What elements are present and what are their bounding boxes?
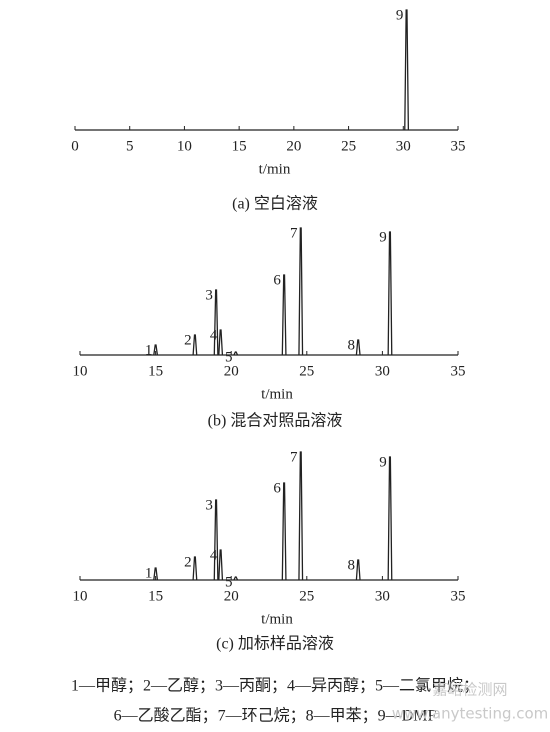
x-tick-label: 30 xyxy=(375,363,390,379)
x-axis-label: t/min xyxy=(261,611,293,627)
x-tick-label: 15 xyxy=(232,138,247,154)
caption: (a) 空白溶液 xyxy=(232,195,318,213)
peak xyxy=(192,334,198,356)
peak-label: 1 xyxy=(145,565,153,581)
peak-label: 5 xyxy=(225,574,233,590)
peak-label: 2 xyxy=(184,332,192,348)
x-tick-label: 30 xyxy=(396,138,411,154)
x-tick-label: 5 xyxy=(126,138,134,154)
peak-label: 9 xyxy=(396,7,404,23)
peak xyxy=(404,9,410,131)
x-tick-label: 0 xyxy=(71,138,79,154)
watermark: 嘉峪检测网 xyxy=(432,681,507,699)
peak xyxy=(355,339,361,356)
peak-label: 8 xyxy=(347,557,355,573)
peak-label: 3 xyxy=(205,497,213,513)
peak xyxy=(213,289,219,356)
peak xyxy=(218,549,224,581)
peak xyxy=(192,556,198,581)
legend-line: 1—甲醇；2—乙醇；3—丙酮；4—异丙醇；5—二氯甲烷； xyxy=(71,677,479,695)
peak xyxy=(218,329,224,356)
x-tick-label: 25 xyxy=(341,138,356,154)
x-tick-label: 15 xyxy=(148,588,163,604)
peak-label: 9 xyxy=(379,229,387,245)
peak xyxy=(387,456,393,581)
x-tick-label: 30 xyxy=(375,588,390,604)
legend-line: 6—乙酸乙酯；7—环己烷；8—甲苯；9—DMF xyxy=(114,707,437,725)
x-tick-label: 35 xyxy=(451,363,466,379)
peak-label: 7 xyxy=(290,449,298,465)
x-tick-label: 25 xyxy=(299,363,314,379)
peak xyxy=(153,344,159,356)
x-tick-label: 20 xyxy=(286,138,301,154)
caption: (c) 加标样品溶液 xyxy=(216,635,334,653)
x-tick-label: 10 xyxy=(177,138,192,154)
peak-label: 6 xyxy=(273,480,281,496)
peak-label: 2 xyxy=(184,554,192,570)
x-tick-label: 35 xyxy=(451,138,466,154)
peak xyxy=(355,559,361,581)
peak xyxy=(233,351,239,356)
peak-label: 3 xyxy=(205,287,213,303)
peak xyxy=(281,274,287,356)
x-axis-label: t/min xyxy=(259,161,291,177)
watermark: www.anytesting.com xyxy=(392,705,549,723)
peak xyxy=(281,482,287,581)
caption: (b) 混合对照品溶液 xyxy=(208,412,343,430)
x-tick-label: 20 xyxy=(224,588,239,604)
peak xyxy=(387,231,393,356)
x-tick-label: 25 xyxy=(299,588,314,604)
x-tick-label: 10 xyxy=(73,363,88,379)
peak-label: 6 xyxy=(273,272,281,288)
peak xyxy=(298,451,304,581)
x-axis-label: t/min xyxy=(261,386,293,402)
x-tick-label: 35 xyxy=(451,588,466,604)
x-tick-label: 10 xyxy=(73,588,88,604)
peak xyxy=(153,567,159,581)
peak-label: 5 xyxy=(225,349,233,365)
peak-label: 8 xyxy=(347,337,355,353)
peak-label: 1 xyxy=(145,342,153,358)
peak xyxy=(298,227,304,356)
peak-label: 4 xyxy=(210,327,218,343)
peak-label: 9 xyxy=(379,454,387,470)
peak-label: 4 xyxy=(210,547,218,563)
x-tick-label: 20 xyxy=(224,363,239,379)
peak-label: 7 xyxy=(290,225,298,241)
peak xyxy=(213,499,219,581)
peak xyxy=(233,576,239,581)
x-tick-label: 15 xyxy=(148,363,163,379)
